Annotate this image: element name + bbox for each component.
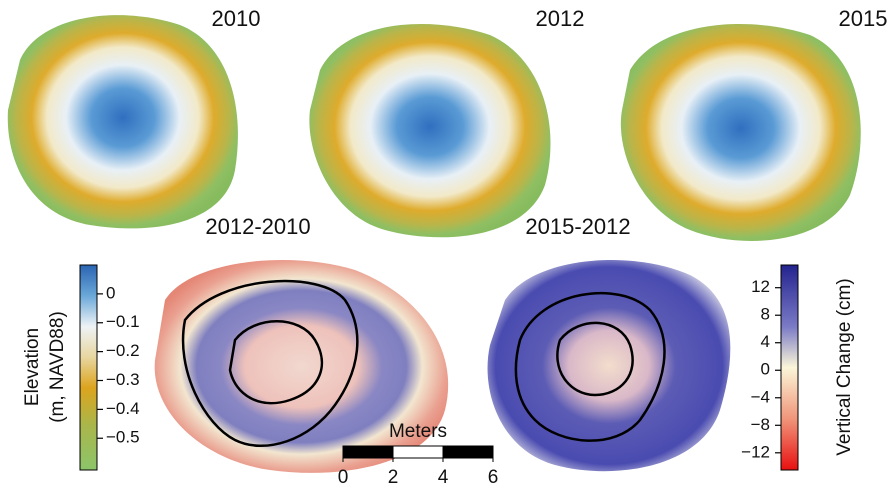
panel-title: 2012-2010	[205, 214, 310, 239]
tick-label: 0	[338, 467, 349, 488]
figure: 2010 2012 2015 2012-2010 2015-2012 Eleva…	[0, 0, 893, 491]
tick-label: 4	[438, 467, 449, 488]
map-2015	[621, 24, 861, 241]
tick-label: −4	[751, 387, 770, 406]
change-colorbar	[781, 265, 798, 470]
panel-title: 2015-2012	[525, 214, 630, 239]
colorbar-label: Vertical Change (cm)	[834, 278, 855, 455]
colorbar-label: Elevation	[22, 328, 43, 406]
scale-segment	[393, 446, 443, 458]
scale-segment	[343, 446, 393, 458]
map-2015-2012	[488, 260, 731, 471]
map-2012	[309, 24, 550, 237]
tick-label: 0	[106, 283, 115, 302]
tick-label: 2	[388, 467, 399, 488]
tick-label: −0.5	[106, 428, 140, 447]
panel-title: 2012	[536, 6, 585, 31]
tick-label: 12	[751, 277, 770, 296]
tick-label: −0.4	[106, 399, 140, 418]
elevation-colorbar	[80, 265, 97, 470]
map-2010	[8, 15, 238, 228]
tick-label: 8	[761, 305, 770, 324]
scale-bar-label: Meters	[389, 421, 447, 442]
panel-title: 2015	[839, 6, 888, 31]
tick-label: −8	[751, 415, 770, 434]
colorbar-label: (m, NAVD88)	[47, 311, 68, 423]
panel-title: 2010	[212, 6, 261, 31]
scale-segment	[443, 446, 493, 458]
tick-label: −0.2	[106, 341, 140, 360]
tick-label: 4	[761, 332, 770, 351]
tick-label: 6	[488, 467, 499, 488]
tick-label: −0.1	[106, 312, 140, 331]
tick-label: 0	[761, 360, 770, 379]
tick-label: −0.3	[106, 370, 140, 389]
tick-label: −12	[741, 442, 770, 461]
